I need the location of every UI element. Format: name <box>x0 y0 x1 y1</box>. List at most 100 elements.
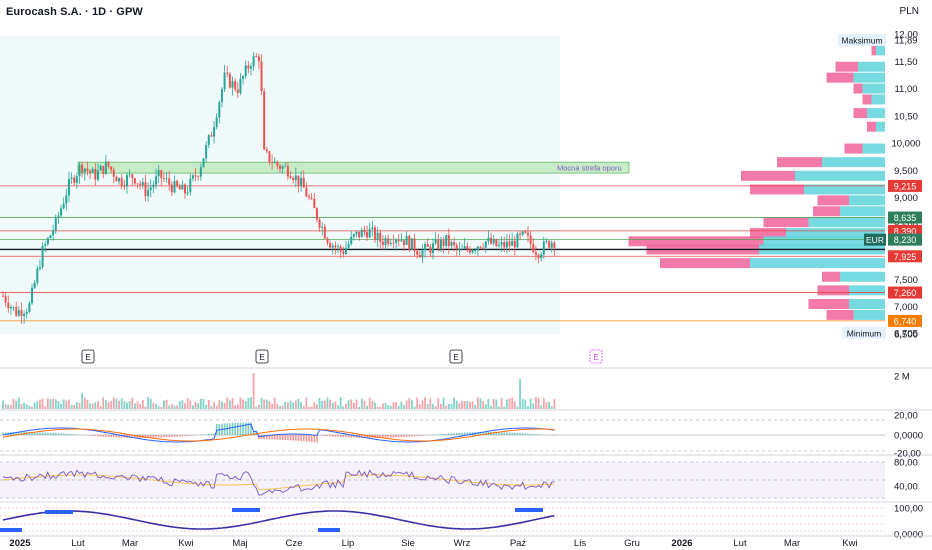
volume-bar <box>447 403 450 409</box>
candle-body <box>207 135 210 145</box>
volume-bar <box>62 399 65 409</box>
candle-body <box>321 226 324 228</box>
level-badge-label: 8,390 <box>894 226 917 236</box>
volume-bar <box>355 399 358 409</box>
price-tick-label: 7,500 <box>894 275 918 286</box>
macd-histogram-bar <box>384 435 387 438</box>
macd-histogram-bar <box>47 432 49 435</box>
macd-histogram-bar <box>57 433 60 435</box>
candle-body <box>540 254 543 259</box>
macd-histogram-bar <box>68 433 70 435</box>
volume-bar <box>537 397 540 409</box>
volume-bar <box>247 397 250 409</box>
candle-body <box>165 178 168 180</box>
candle-body <box>236 89 239 94</box>
history-background <box>0 36 560 334</box>
candle-body <box>102 166 105 175</box>
resistance-zone <box>77 161 630 174</box>
vp-down-bar <box>813 206 840 217</box>
vp-down-bar <box>777 157 822 168</box>
volume-bar <box>65 400 68 409</box>
macd-histogram-bar <box>324 435 326 436</box>
price-levels <box>0 185 885 322</box>
candle-body <box>73 177 76 184</box>
volume-bar <box>445 405 448 409</box>
candle-body <box>373 227 376 240</box>
macd-histogram-bar <box>461 432 463 435</box>
candle-body <box>89 170 92 173</box>
price-axis: 12,0011,5011,0010,5010,0009,5009,0008,50… <box>838 30 923 541</box>
volume-bar <box>395 402 397 409</box>
volume-bar <box>392 402 395 409</box>
candle-body <box>125 175 128 187</box>
vp-up-bar <box>849 195 885 206</box>
macd-histogram-bar <box>281 435 284 440</box>
volume-bar <box>426 404 429 409</box>
candle-body <box>62 203 65 209</box>
candle-body <box>75 176 78 184</box>
volume-bar <box>81 393 84 409</box>
maximum-label: Maksimum <box>841 36 882 46</box>
vp-down-bar <box>867 121 876 132</box>
oscillator-line <box>2 510 555 530</box>
macd-histogram-bar <box>52 432 54 435</box>
candle-body <box>513 240 516 248</box>
macd-histogram-bar <box>289 435 292 441</box>
volume-bar <box>458 403 461 409</box>
candle-body <box>368 228 371 238</box>
level-badge-label: 8,230 <box>894 235 917 245</box>
volume-bar <box>331 402 334 409</box>
macd-histogram-bar <box>305 435 308 442</box>
macd-histogram-bar <box>207 434 210 435</box>
vp-up-bar <box>876 45 885 56</box>
candle-body <box>358 231 361 238</box>
time-tick-label: 2025 <box>9 538 31 549</box>
volume-bar <box>73 404 76 409</box>
macd-histogram-bar <box>466 432 469 435</box>
candle-body <box>186 192 189 194</box>
macd-histogram-bar <box>408 435 411 437</box>
earnings-marker-label: E <box>453 353 458 362</box>
candle-body <box>257 56 260 62</box>
vp-up-bar <box>786 228 885 239</box>
macd-histogram-bar <box>347 435 350 438</box>
signal-line <box>2 428 555 442</box>
volume-bar <box>131 397 134 409</box>
candle-body <box>223 72 226 90</box>
volume-bar <box>176 405 179 409</box>
oscillator-signal-block <box>45 510 73 514</box>
candle-body <box>184 184 187 194</box>
macd-histogram-bar <box>448 433 450 435</box>
price-tick-label: 9,000 <box>894 193 918 204</box>
time-tick-label: Kwi <box>842 538 857 549</box>
volume-bar <box>358 406 361 409</box>
macd-histogram-bar <box>519 433 521 435</box>
candle-body <box>23 313 26 317</box>
macd-histogram-bar <box>94 435 97 437</box>
volume-bar <box>28 405 31 409</box>
candle-body <box>360 229 363 238</box>
macd-histogram-bar <box>553 435 556 436</box>
candle-body <box>242 76 245 79</box>
vp-up-bar <box>763 236 885 247</box>
candle-body <box>286 166 289 177</box>
macd-histogram-bar <box>442 433 445 435</box>
macd-histogram-bar <box>421 435 424 436</box>
volume-bar <box>289 400 292 409</box>
macd-histogram-bar <box>437 434 440 435</box>
volume-bar <box>197 403 200 409</box>
macd-histogram-bar <box>331 435 334 437</box>
volume-bar <box>284 401 287 409</box>
candle-body <box>231 81 234 88</box>
macd-histogram-bar <box>308 435 310 442</box>
volume-bar <box>23 402 26 409</box>
macd-histogram-bar <box>260 435 263 440</box>
volume-bar <box>236 404 239 409</box>
macd-histogram-bar <box>513 432 516 435</box>
price-tick-label: 12,00 <box>894 30 918 41</box>
candle-body <box>239 78 242 94</box>
volume-bar <box>281 405 284 409</box>
volume-bar <box>223 402 226 409</box>
candle-body <box>131 174 134 179</box>
